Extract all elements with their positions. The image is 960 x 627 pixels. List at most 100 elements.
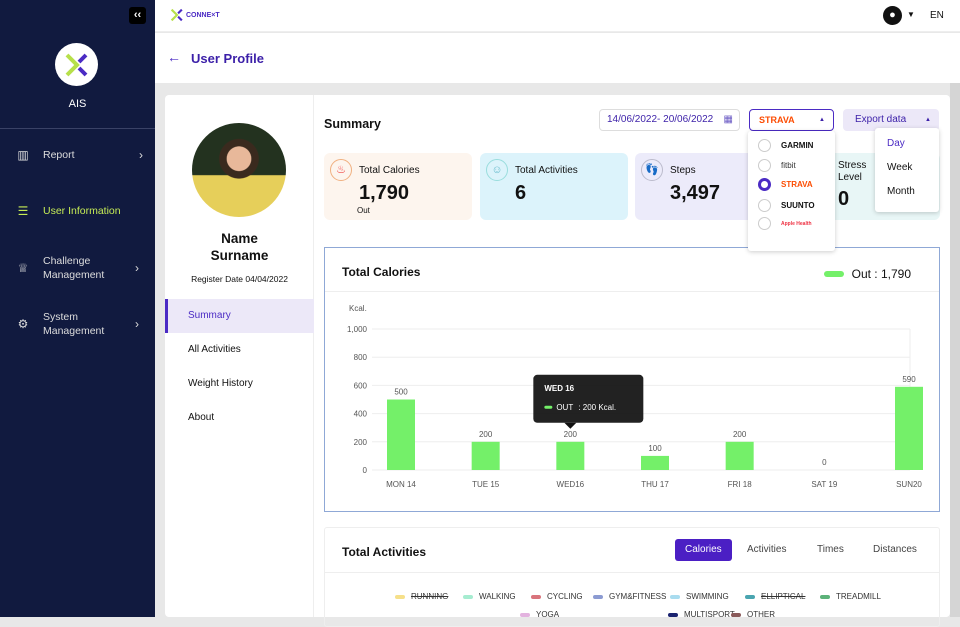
bar[interactable] [725, 441, 754, 470]
profile-nav-summary[interactable]: Summary [165, 299, 314, 333]
x-tick-label: MON 14 [386, 480, 416, 489]
fitbit-logo: fitbit [781, 161, 796, 170]
legend-label: WALKING [479, 592, 516, 601]
legend-item-elliptical[interactable]: ELLIPTICAL [745, 592, 805, 601]
export-option-day[interactable]: Day [887, 138, 905, 149]
radio[interactable] [758, 159, 771, 172]
legend-item-gymfitness[interactable]: GYM&FITNESS [593, 592, 666, 601]
date-range-picker[interactable]: 14/06/2022- 20/06/2022 ▦ [599, 109, 740, 131]
legend-item-other[interactable]: OTHER [731, 610, 775, 619]
bar[interactable] [387, 399, 415, 471]
legend-label: RUNNING [411, 592, 449, 601]
provider-value: STRAVA [759, 115, 795, 125]
legend-item-running[interactable]: RUNNING [395, 592, 448, 601]
export-data-button[interactable]: Export data ▲ [843, 109, 939, 131]
profile-nav-weight-history[interactable]: Weight History [188, 378, 253, 389]
radio-selected[interactable] [758, 178, 771, 191]
provider-select[interactable]: STRAVA ▲ [749, 109, 834, 131]
divider [325, 291, 939, 292]
tab-times[interactable]: Times [817, 544, 844, 555]
stat-title: Stress Level [838, 160, 867, 183]
top-bar: CONNE×T ● ▼ EN [155, 0, 960, 32]
strava-logo: STRAVA [781, 180, 813, 189]
provider-option-fitbit[interactable]: fitbit [758, 159, 828, 172]
calendar-icon: ▦ [723, 114, 733, 125]
label: System Management [43, 311, 105, 337]
chevron-right-icon: › [139, 148, 143, 162]
tooltip-pointer [564, 422, 577, 429]
data-label: 0 [822, 458, 827, 467]
user-list-icon: ☰ [17, 204, 29, 218]
language-selector[interactable]: EN [930, 10, 944, 21]
divider [325, 572, 939, 573]
provider-option-strava[interactable]: STRAVA [758, 178, 828, 191]
legend-label: ELLIPTICAL [761, 592, 806, 601]
label: User Information [43, 205, 121, 217]
activities-title: Total Activities [342, 545, 427, 559]
gear-icon: ⚙ [17, 317, 29, 331]
legend-label: SWIMMING [686, 592, 729, 601]
stat-value: 6 [515, 182, 527, 204]
tab-activities[interactable]: Activities [747, 544, 787, 555]
sidebar-item-user-information[interactable]: ☰ User Information [0, 204, 155, 218]
export-option-month[interactable]: Month [887, 186, 915, 197]
profile-photo [192, 123, 286, 217]
back-arrow-icon[interactable]: ← [167, 49, 181, 65]
legend-swatch [670, 594, 680, 599]
x-tick-label: TUE 15 [472, 480, 500, 489]
bar[interactable] [641, 455, 669, 470]
legend-item-multisport[interactable]: MULTISPORT [668, 610, 735, 619]
legend-item-swimming[interactable]: SWIMMING [670, 592, 729, 601]
stat-title: Total Activities [515, 165, 578, 176]
brand-text: CONNE×T [186, 11, 220, 19]
tab-calories[interactable]: Calories [675, 539, 732, 561]
y-axis-label: Kcal. [349, 304, 367, 313]
collapse-sidebar-button[interactable]: ‹‹ [129, 7, 146, 24]
y-tick-label: 200 [354, 438, 368, 447]
label: Challenge Management [43, 255, 105, 281]
profile-nav-about[interactable]: About [188, 412, 215, 423]
legend-item-cycling[interactable]: CYCLING [531, 592, 583, 601]
page-title: User Profile [191, 51, 264, 66]
total-activities-panel: Total Activities Calories Activities Tim… [324, 527, 940, 627]
data-label: 200 [479, 430, 493, 439]
org-logo [55, 43, 98, 86]
bar[interactable] [471, 441, 500, 470]
provider-dropdown: GARMIN fitbit STRAVA SUUNTO Apple Health [748, 131, 835, 251]
org-name: AIS [68, 98, 87, 110]
data-label: 590 [902, 375, 916, 384]
legend-label: OTHER [747, 610, 775, 619]
radio[interactable] [758, 217, 771, 230]
x-tick-label: FRI 18 [728, 480, 753, 489]
scrollbar[interactable] [950, 83, 960, 617]
data-label: 200 [733, 430, 747, 439]
export-option-week[interactable]: Week [887, 162, 913, 173]
stat-value: 3,497 [670, 182, 721, 204]
user-avatar-icon[interactable]: ● [883, 6, 902, 25]
sidebar-item-report[interactable]: ▥ Report › [0, 148, 155, 162]
chart-legend[interactable]: Out : 1,790 [823, 267, 911, 281]
radio[interactable] [758, 199, 771, 212]
provider-option-suunto[interactable]: SUUNTO [758, 199, 828, 212]
legend-swatch [520, 612, 530, 617]
tab-distances[interactable]: Distances [873, 544, 917, 555]
legend-item-treadmill[interactable]: TREADMILL [820, 592, 881, 601]
export-dropdown: Day Week Month [875, 128, 939, 212]
label: Report [43, 149, 75, 161]
legend-item-walking[interactable]: WALKING [463, 592, 516, 601]
legend-swatch [745, 594, 755, 599]
radio[interactable] [758, 139, 771, 152]
bar-chart: Kcal. 0 200 400 600 800 1,000 500 MON 14 200 TUE 1… [347, 304, 923, 489]
bar[interactable] [556, 441, 585, 470]
sidebar-item-system-management[interactable]: ⚙ System Management › [0, 310, 155, 338]
provider-option-garmin[interactable]: GARMIN [758, 139, 828, 152]
profile-nav-all-activities[interactable]: All Activities [188, 344, 241, 355]
legend-item-yoga[interactable]: YOGA [520, 610, 559, 619]
summary-panel: Summary 14/06/2022- 20/06/2022 ▦ STRAVA ▲ … [315, 95, 950, 627]
caret-down-icon[interactable]: ▼ [907, 10, 915, 19]
bar[interactable] [895, 386, 923, 470]
y-tick-label: 1,000 [347, 325, 368, 334]
legend-label: MULTISPORT [684, 610, 735, 619]
sidebar-item-challenge-management[interactable]: ♕ Challenge Management › [0, 254, 155, 282]
provider-option-apple-health[interactable]: Apple Health [758, 217, 828, 230]
